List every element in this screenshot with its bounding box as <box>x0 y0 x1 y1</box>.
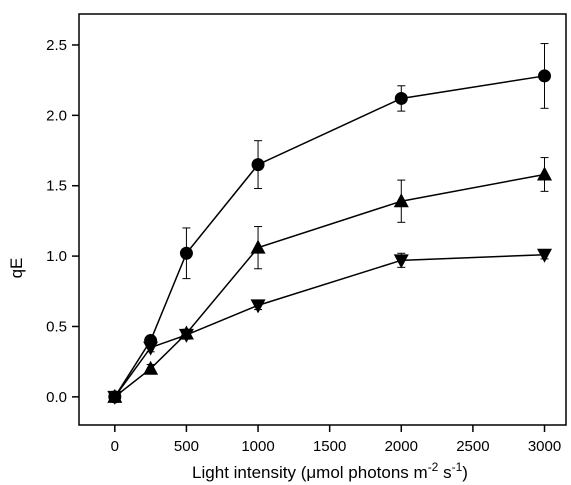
x-tick-label: 1500 <box>313 438 346 455</box>
data-point <box>538 69 552 83</box>
x-axis-title: Light intensity (μmol photons m-2 s-1) <box>192 460 468 482</box>
data-point <box>107 390 123 405</box>
y-tick-label: 2.5 <box>46 37 67 54</box>
data-point <box>179 246 193 260</box>
data-point <box>393 254 409 269</box>
data-point <box>537 166 553 181</box>
x-tick-label: 0 <box>111 438 119 455</box>
y-tick-label: 0.5 <box>46 318 67 335</box>
x-tick-label: 3000 <box>528 438 561 455</box>
y-axis-title: qE <box>7 258 26 279</box>
series-line <box>114 253 545 398</box>
data-point <box>143 341 159 356</box>
data-point <box>250 239 266 254</box>
y-tick-label: 2.0 <box>46 107 67 124</box>
data-point <box>178 328 194 343</box>
series-circle <box>108 43 552 404</box>
plot-frame <box>78 13 567 426</box>
y-tick-label: 1.5 <box>46 178 67 195</box>
y-tick-label: 1.0 <box>46 248 67 265</box>
x-tick-label: 1000 <box>241 438 274 455</box>
data-point <box>251 158 265 172</box>
axis-ticks: 0 500 1000 1500 2000 2500 3000 0.0 0.5 1.0 1.5 2.0 2… <box>46 37 561 455</box>
data-point <box>537 248 553 263</box>
x-tick-label: 2500 <box>456 438 489 455</box>
data-point <box>143 360 159 375</box>
data-point <box>394 91 408 105</box>
data-point <box>250 299 266 314</box>
series-line <box>114 75 545 398</box>
series-line <box>114 173 545 398</box>
series-triangle-up <box>107 157 553 403</box>
series-triangle-down <box>107 248 553 405</box>
x-tick-label: 500 <box>174 438 199 455</box>
series-layer <box>107 43 553 405</box>
x-tick-label: 2000 <box>385 438 418 455</box>
y-tick-label: 0.0 <box>46 389 67 406</box>
data-point <box>393 193 409 208</box>
